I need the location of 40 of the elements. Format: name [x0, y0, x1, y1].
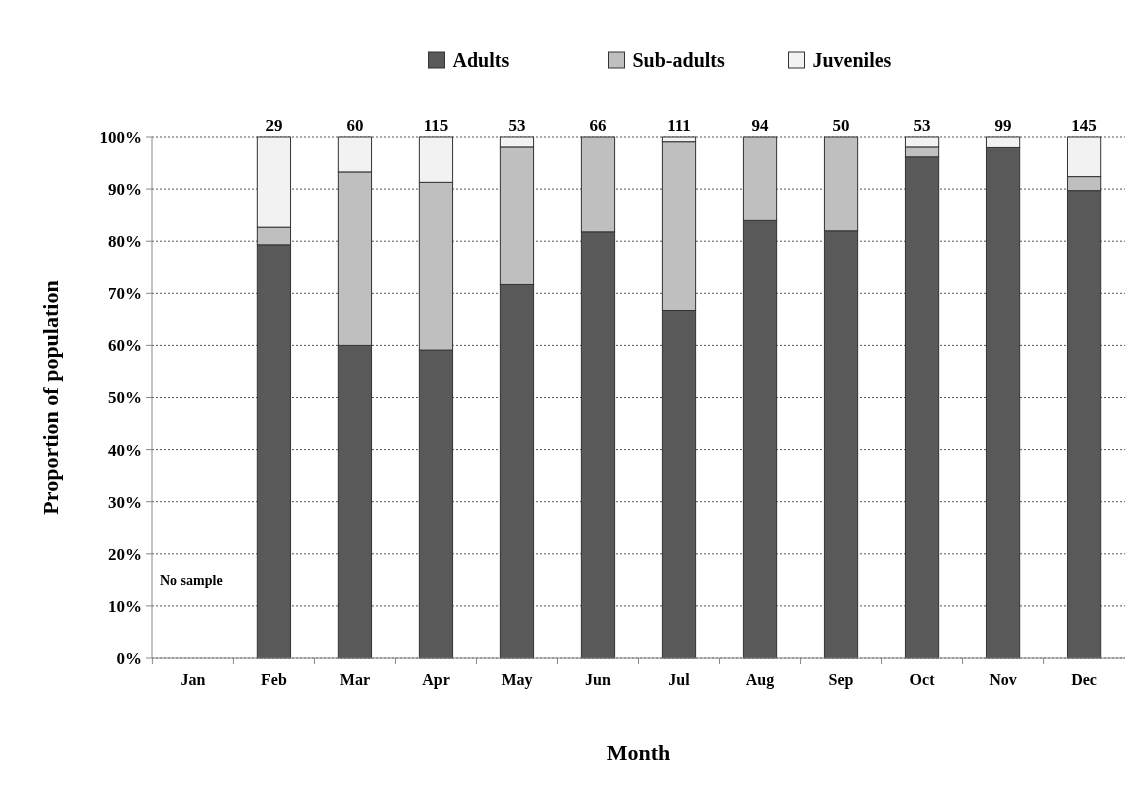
x-tick-label: Jul: [668, 671, 691, 688]
x-tick-label: Mar: [339, 671, 371, 688]
y-tick-label: 60%: [108, 336, 142, 356]
x-tick-label: Aug: [745, 671, 775, 689]
annotation: 145: [1071, 116, 1097, 135]
annotation: 60: [346, 116, 364, 135]
annotation: 111: [667, 116, 691, 135]
legend-label: Adults: [452, 49, 510, 71]
y-tick-label: 90%: [108, 180, 142, 200]
y-tick-label: 10%: [108, 596, 142, 616]
legend-label: Sub-adults: [632, 49, 725, 71]
annotation: 66: [589, 116, 607, 135]
annotation: No sample: [160, 573, 223, 589]
x-tick-label: Jan: [180, 671, 206, 688]
x-tick-label: Sep: [828, 671, 854, 689]
y-tick-label: 40%: [108, 440, 142, 460]
x-tick-label: Apr: [422, 671, 450, 689]
y-tick-label: 70%: [108, 284, 142, 304]
x-tick-label: Nov: [989, 671, 1017, 688]
x-tick-label: Jun: [585, 671, 611, 688]
annotation: 29: [265, 116, 283, 135]
x-tick-label: Oct: [909, 671, 936, 688]
annotation: 115: [423, 116, 449, 135]
y-tick-label: 0%: [116, 648, 142, 668]
x-tick-label: Dec: [1071, 671, 1097, 688]
x-tick-label: May: [501, 671, 533, 689]
x-axis-title: Month: [606, 740, 671, 765]
annotation: 99: [994, 116, 1012, 135]
x-tick-label: Feb: [261, 671, 287, 688]
annotation: 94: [751, 116, 770, 135]
y-tick-label: 50%: [108, 388, 142, 408]
y-axis-title: Proportion of population: [38, 280, 63, 515]
annotation: 53: [913, 116, 931, 135]
y-tick-label: 30%: [108, 492, 142, 512]
annotation: 53: [508, 116, 526, 135]
y-tick-label: 100%: [99, 127, 142, 147]
y-tick-label: 80%: [108, 232, 142, 252]
annotation: 50: [832, 116, 850, 135]
legend-label: Juveniles: [812, 49, 892, 71]
y-tick-label: 20%: [108, 544, 142, 564]
